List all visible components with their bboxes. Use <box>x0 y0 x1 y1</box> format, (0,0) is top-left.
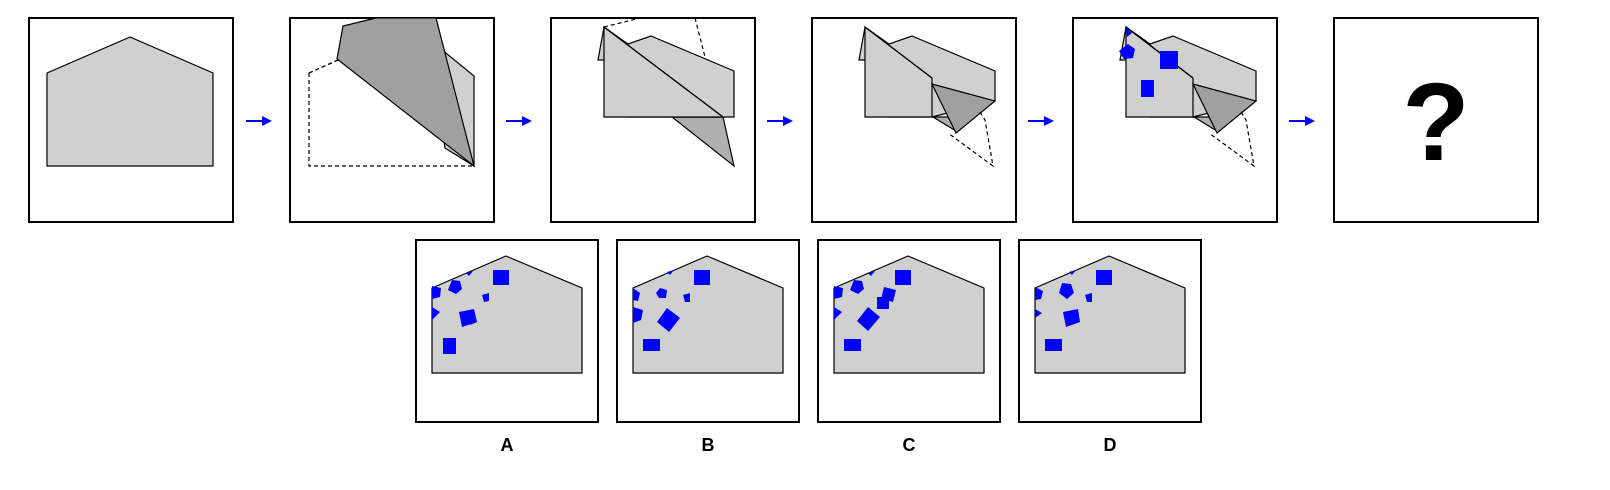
option-label: D <box>1104 435 1117 455</box>
arrow-1 <box>246 116 272 126</box>
option-a[interactable]: A <box>415 239 599 455</box>
option-c[interactable]: C <box>817 239 1001 455</box>
step-3-panel <box>550 17 756 223</box>
step-2-panel <box>289 17 495 223</box>
step-5-panel <box>1072 17 1278 223</box>
question-mark: ? <box>1402 61 1469 184</box>
option-label: B <box>702 435 715 455</box>
arrow-4 <box>1028 116 1054 126</box>
option-b[interactable]: B <box>616 239 800 455</box>
punch-hole-square <box>1160 51 1178 69</box>
step-1-panel <box>28 17 234 223</box>
arrow-2 <box>506 116 532 126</box>
arrow-3 <box>767 116 793 126</box>
arrow-5 <box>1289 116 1315 126</box>
option-label: A <box>501 435 514 455</box>
folded-flap <box>336 17 476 168</box>
punch-hole-square <box>1141 80 1154 97</box>
folded-corner <box>930 83 997 134</box>
question-panel: ? <box>1333 17 1539 223</box>
step-4-panel <box>811 17 1017 223</box>
option-d[interactable]: D <box>1018 239 1202 455</box>
punch-hole-pentagon <box>1119 44 1135 59</box>
paper-pentagon <box>46 36 214 167</box>
option-label: C <box>903 435 916 455</box>
